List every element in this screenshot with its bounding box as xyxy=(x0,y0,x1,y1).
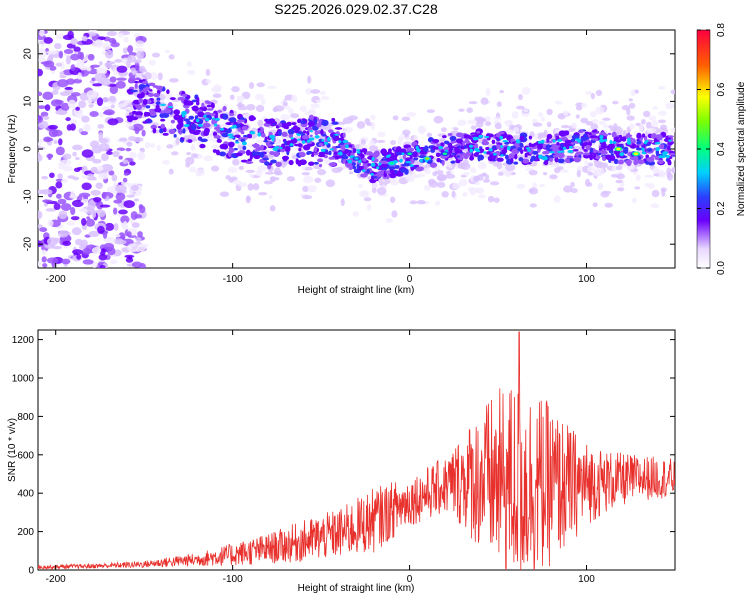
spectrogram-x-tick-label: -200 xyxy=(46,274,66,285)
colorbar-tick-label: 0.8 xyxy=(716,23,727,37)
spectrogram-y-tick-label: 10 xyxy=(23,95,34,107)
spectrogram-y-tick-label: 0 xyxy=(23,146,34,152)
snr-panel: 0 200 400 600 800 1000 1200 -200 -100 0 100 Heigh… xyxy=(7,329,676,594)
snr-y-tick-label: 800 xyxy=(17,412,34,423)
snr-y-tick-label: 1200 xyxy=(12,335,35,346)
snr-x-tick-label: -100 xyxy=(223,574,243,585)
colorbar-label: Normalized spectral amplitude xyxy=(736,81,747,216)
snr-series-line xyxy=(38,331,675,570)
snr-x-ticks: -200 -100 0 100 xyxy=(46,330,595,585)
snr-x-label: Height of straight line (km) xyxy=(298,583,415,594)
colorbar-ticks: 0.0 0.2 0.4 0.6 0.8 xyxy=(697,23,727,275)
spectrogram-x-tick-label: 0 xyxy=(407,274,413,285)
snr-x-tick-label: -200 xyxy=(46,574,66,585)
snr-y-label: SNR (10 * v/v) xyxy=(7,418,18,482)
colorbar-tick-label: 0.0 xyxy=(716,261,727,275)
snr-y-ticks: 0 200 400 600 800 1000 1200 xyxy=(12,335,675,577)
colorbar: 0.0 0.2 0.4 0.6 0.8 Normalized spectral ampl… xyxy=(696,23,747,275)
colorbar-tick-label: 0.4 xyxy=(716,142,727,156)
chart-title: S225.2026.029.02.37.C28 xyxy=(274,1,438,17)
colorbar-tick-label: 0.2 xyxy=(716,201,727,215)
spectrogram-y-ticks: -20 -10 0 10 20 xyxy=(23,48,675,252)
spectrogram-x-ticks: -200 -100 0 100 xyxy=(46,30,595,285)
spectrogram-y-tick-label: 20 xyxy=(23,48,34,60)
spectrogram-x-label: Height of straight line (km) xyxy=(298,285,415,296)
spectrogram-y-tick-label: -20 xyxy=(23,237,34,252)
snr-frame xyxy=(37,329,676,571)
spectrogram-x-tick-label: 100 xyxy=(578,274,595,285)
colorbar-tick-label: 0.6 xyxy=(716,82,727,96)
snr-x-tick-label: 100 xyxy=(578,574,595,585)
snr-y-tick-label: 400 xyxy=(17,489,34,500)
spectrogram-x-tick-label: -100 xyxy=(223,274,243,285)
spectrogram-y-tick-label: -10 xyxy=(23,189,34,204)
snr-y-tick-label: 200 xyxy=(17,527,34,538)
snr-x-tick-label: 0 xyxy=(407,574,413,585)
spectrogram-y-label: Frequency (Hz) xyxy=(7,115,18,184)
snr-y-tick-label: 1000 xyxy=(12,374,35,385)
snr-y-tick-label: 600 xyxy=(17,450,34,461)
spectrogram-heatmap xyxy=(38,30,675,268)
snr-y-tick-label: 0 xyxy=(28,566,34,577)
